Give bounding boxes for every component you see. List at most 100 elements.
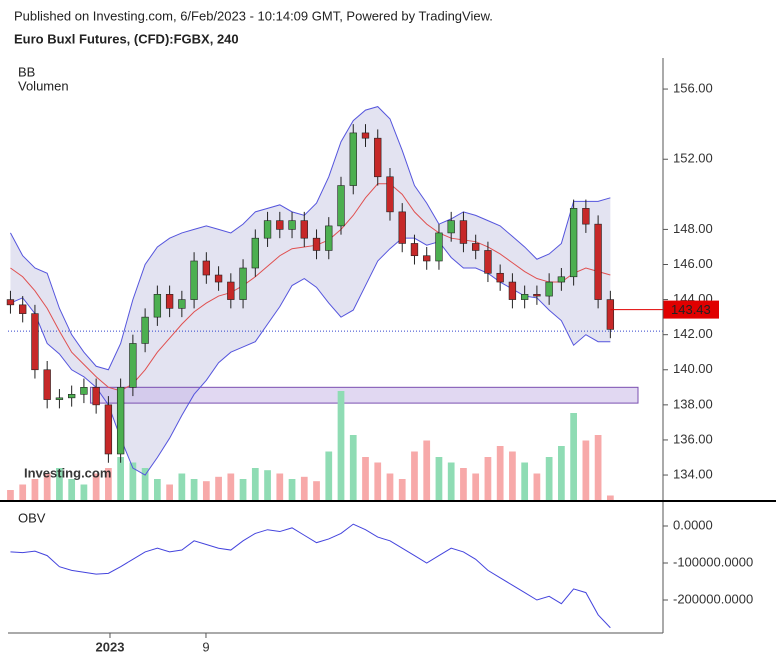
- x-tick-label: 2023: [96, 639, 125, 654]
- candle-body: [190, 260, 198, 300]
- candle-body: [349, 132, 357, 186]
- candle-body: [67, 394, 76, 399]
- candle-body: [459, 220, 468, 244]
- volume-bar: [349, 435, 357, 501]
- candle-body: [496, 272, 504, 283]
- y-tick-label: 152.00: [673, 151, 713, 166]
- volume-bar: [558, 446, 565, 501]
- candle-body: [520, 294, 529, 300]
- candle-body: [239, 267, 247, 300]
- candle-body: [116, 387, 125, 455]
- volume-bar: [68, 479, 76, 501]
- volume-bar: [594, 435, 602, 501]
- candle-body: [484, 250, 492, 274]
- candle-body: [398, 211, 406, 244]
- volume-bar: [92, 473, 100, 501]
- candle-body: [104, 404, 113, 455]
- zone: [89, 386, 639, 404]
- candle-body: [312, 237, 321, 251]
- volume-bar: [7, 490, 14, 501]
- candle-body: [435, 232, 443, 262]
- volume-bar: [129, 462, 137, 501]
- candle-body: [410, 243, 419, 257]
- y-tick-label: 138.00: [673, 396, 713, 411]
- candle-body: [545, 281, 553, 297]
- volume-bar: [276, 473, 284, 501]
- volume-bar: [141, 468, 149, 501]
- indicator-label: Volumen: [18, 78, 69, 93]
- volume-bar: [496, 446, 504, 501]
- y-tick-label: 136.00: [673, 431, 713, 446]
- candle-body: [55, 397, 64, 400]
- candle-body: [533, 294, 541, 297]
- volume-bar: [288, 479, 296, 501]
- candle-body: [153, 294, 162, 318]
- candle-body: [423, 255, 431, 262]
- candle-body: [214, 274, 223, 283]
- volume-bar: [239, 479, 247, 501]
- candle-body: [178, 299, 186, 309]
- obv-line: [10, 523, 611, 629]
- indicator-label: BB: [18, 64, 35, 79]
- y-tick-label: -100000.0000: [673, 554, 753, 569]
- volume-bar: [509, 451, 516, 501]
- volume-bar: [325, 451, 333, 501]
- candle-body: [361, 132, 370, 139]
- candle-body: [80, 387, 88, 395]
- y-tick-label: 156.00: [673, 80, 713, 95]
- candle-body: [227, 281, 235, 300]
- candle-body: [31, 313, 39, 371]
- y-tick-label: 148.00: [673, 221, 713, 236]
- candle-body: [337, 185, 345, 227]
- instrument-title: Euro Buxl Futures, (CFD):FGBX, 240: [14, 31, 239, 46]
- volume-bar: [43, 473, 51, 501]
- candle-body: [288, 220, 296, 230]
- candle-body: [594, 223, 602, 300]
- volume-bar: [447, 462, 455, 501]
- y-tick-label: 140.00: [673, 361, 713, 376]
- volume-bar: [80, 484, 88, 501]
- candle-body: [6, 299, 15, 306]
- candle-body: [374, 137, 382, 178]
- candle-body: [19, 304, 27, 314]
- volume-bar: [190, 479, 198, 501]
- candle-body: [251, 237, 259, 269]
- candle-body: [606, 299, 615, 330]
- volume-bar: [435, 457, 443, 501]
- volume-bar: [105, 468, 112, 501]
- volume-bar: [472, 473, 480, 501]
- volume-bar: [264, 470, 271, 501]
- volume-bar: [460, 468, 467, 501]
- candle-body: [92, 387, 100, 406]
- candle-body: [582, 208, 590, 225]
- volume-bar: [582, 440, 590, 501]
- published-note: Published on Investing.com, 6/Feb/2023 -…: [14, 8, 493, 23]
- volume-bar: [178, 473, 186, 501]
- volume-bar: [570, 413, 577, 501]
- candle-body: [129, 343, 137, 388]
- volume-bar: [606, 495, 614, 501]
- candle-body: [569, 208, 578, 278]
- volume-bar: [215, 476, 222, 501]
- bb-upper: [10, 106, 611, 371]
- plot-layer: 134.00136.00138.00140.00142.00144.00146.…: [6, 80, 753, 654]
- volume-bar: [31, 479, 39, 501]
- candle-body: [276, 220, 284, 230]
- candle-body: [141, 316, 149, 344]
- x-tick-label: 9: [202, 639, 209, 654]
- volume-bar: [398, 479, 406, 501]
- volume-bar: [484, 457, 492, 501]
- bb-middle: [10, 183, 611, 392]
- volume-bar: [19, 484, 27, 501]
- volume-bar: [313, 481, 320, 501]
- candle-body: [300, 220, 308, 239]
- watermark: Investing.com: [24, 465, 111, 480]
- volume-bar: [56, 468, 63, 501]
- candle-body: [472, 243, 480, 251]
- volume-bar: [117, 457, 125, 501]
- bb-fill: [10, 106, 611, 476]
- volume-bar: [251, 468, 259, 501]
- y-tick-label: 142.00: [673, 326, 713, 341]
- volume-bar: [153, 479, 161, 501]
- candle-body: [386, 176, 394, 213]
